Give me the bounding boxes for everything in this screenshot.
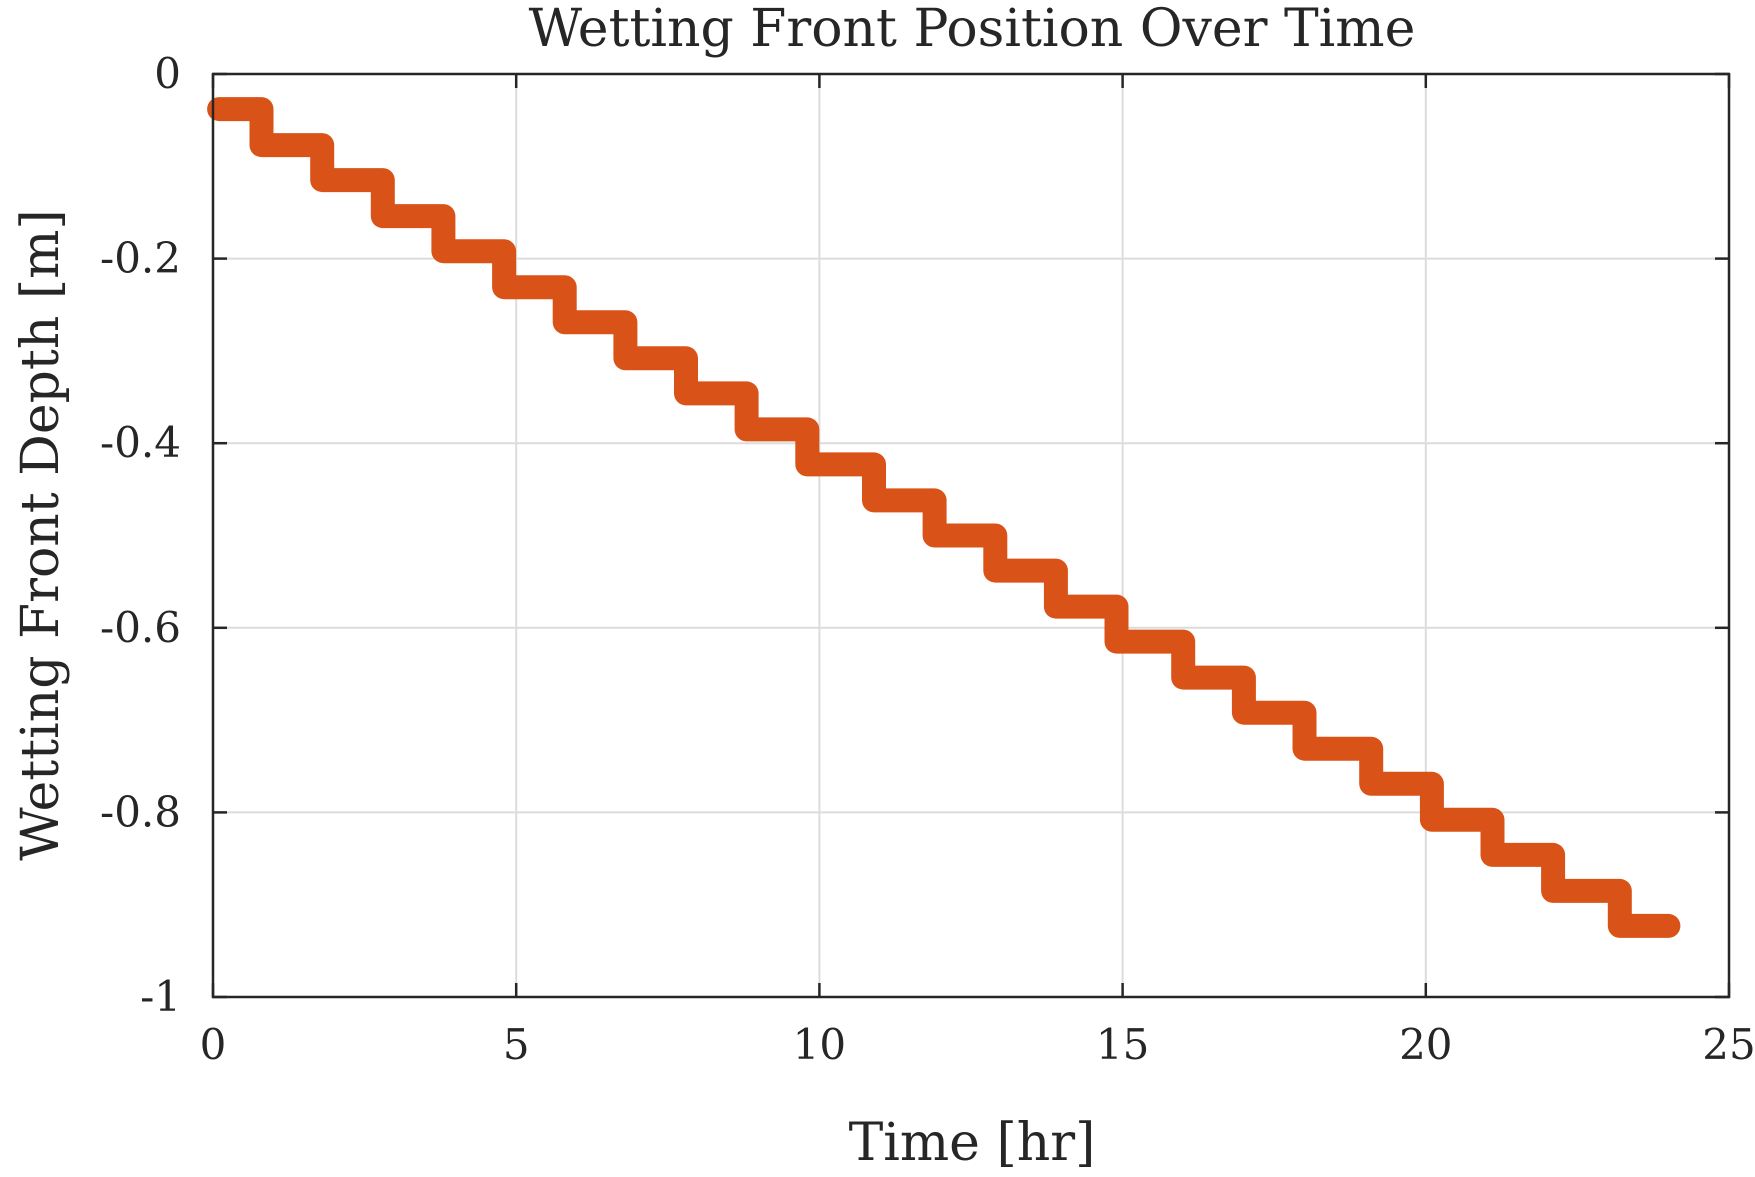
chart-title: Wetting Front Position Over Time xyxy=(529,0,1416,59)
y-tick-label: -1 xyxy=(140,972,181,1021)
plot-area-frame xyxy=(211,72,1731,999)
x-tick-label: 20 xyxy=(1399,1020,1452,1069)
y-axis-label: Wetting Front Depth [m] xyxy=(11,209,71,860)
series-line xyxy=(207,97,1681,938)
x-tick-label: 0 xyxy=(200,1020,227,1069)
x-tick-label: 15 xyxy=(1096,1020,1149,1069)
y-tick-label: 0 xyxy=(154,49,181,98)
ticks-layer: 0 5 10 15 20 25 0 -0.2 -0.4 -0.6 -0.8 -1 xyxy=(100,49,1755,1069)
x-axis-label: Time [hr] xyxy=(849,1113,1096,1173)
y-tick-label: -0.2 xyxy=(100,234,181,283)
x-tick-label: 10 xyxy=(793,1020,846,1069)
y-tick-label: -0.8 xyxy=(100,787,181,836)
y-tick-label: -0.4 xyxy=(100,418,181,467)
x-tick-label: 5 xyxy=(503,1020,530,1069)
y-tick-label: -0.6 xyxy=(100,603,181,652)
x-tick-label: 25 xyxy=(1702,1020,1755,1069)
series-layer xyxy=(207,97,1681,938)
